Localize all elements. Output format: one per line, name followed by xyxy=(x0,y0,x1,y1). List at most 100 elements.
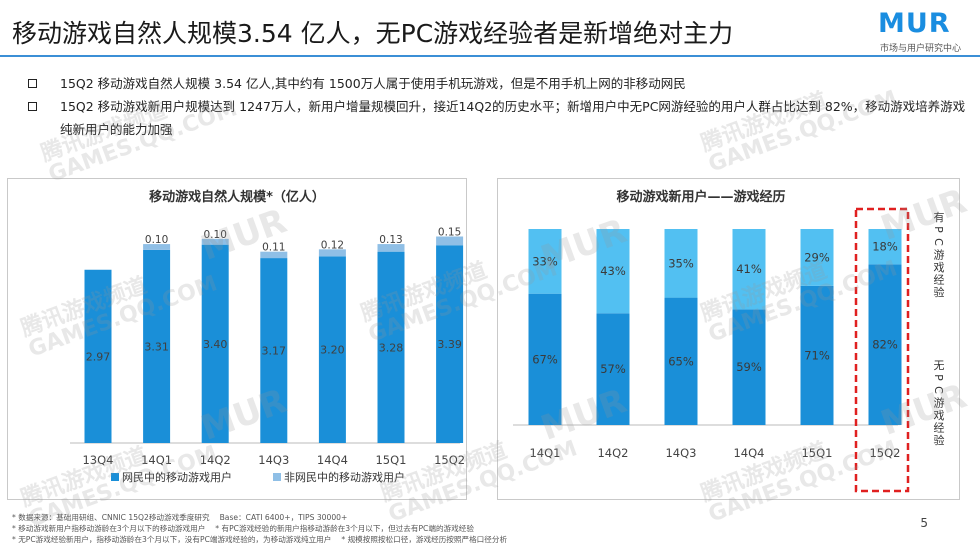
bar-segment-pc-experience xyxy=(596,229,630,314)
data-label: 18% xyxy=(872,240,898,254)
data-label: 2.97 xyxy=(86,350,111,363)
footnote-row: * 无PC游戏经验新用户，指移动游龄在3个月以下，没有PC端游戏经验的，为移动游… xyxy=(12,534,912,545)
data-label: 0.15 xyxy=(438,227,461,239)
legend-char: P xyxy=(932,374,945,381)
legend-char: 经 xyxy=(934,274,945,287)
square-bullet-icon xyxy=(28,79,37,88)
bar-segment-no-pc-experience xyxy=(800,285,834,425)
bullet-text: 15Q2 移动游戏自然人规模 3.54 亿人,其中约有 1500万人属于使用手机… xyxy=(60,76,686,91)
chart-panel-natural-scale: 移动游戏自然人规模*（亿人） 2.97 13Q4 3.31 0.10 14Q1 3.40 0.… xyxy=(7,178,467,500)
legend-char: C xyxy=(932,386,945,394)
data-label: 65% xyxy=(668,354,694,368)
bullet-list: 15Q2 移动游戏自然人规模 3.54 亿人,其中约有 1500万人属于使用手机… xyxy=(28,72,968,141)
legend-label-no-pc-experience: 无PC游戏经验 xyxy=(932,359,945,447)
data-label: 67% xyxy=(532,352,558,366)
legend-label-pc-experience: 有PC游戏经验 xyxy=(932,210,945,299)
bar-segment-internet-users xyxy=(84,269,112,443)
x-tick-label: 14Q3 xyxy=(665,446,696,460)
data-label: 3.28 xyxy=(379,341,404,354)
data-label: 35% xyxy=(668,256,694,270)
data-label: 0.12 xyxy=(321,239,344,251)
bar-segment-internet-users xyxy=(318,256,346,443)
bar-segment-no-pc-experience xyxy=(732,309,766,425)
legend-char: P xyxy=(932,226,945,233)
legend-label: 网民中的移动游戏用户 xyxy=(122,470,232,484)
x-tick-label: 14Q2 xyxy=(200,453,231,467)
legend-char: 验 xyxy=(934,433,945,447)
bar-segment-no-pc-experience xyxy=(528,293,562,425)
data-label: 3.17 xyxy=(262,345,287,358)
title-underline xyxy=(0,55,980,57)
bullet-item: 15Q2 移动游戏自然人规模 3.54 亿人,其中约有 1500万人属于使用手机… xyxy=(28,72,968,95)
page-number: 5 xyxy=(920,516,928,530)
bar-segment-no-pc-experience xyxy=(664,297,698,425)
chart-title: 移动游戏新用户——游戏经历 xyxy=(616,189,785,205)
data-label: 82% xyxy=(872,338,898,352)
legend-char: 无 xyxy=(934,359,945,372)
x-tick-label: 14Q1 xyxy=(529,446,560,460)
bar-segment-non-internet-users xyxy=(318,249,346,257)
data-label: 43% xyxy=(600,264,626,278)
data-label: 0.10 xyxy=(204,229,227,241)
x-tick-label: 14Q2 xyxy=(597,446,628,460)
highlight-box-15q2 xyxy=(854,207,910,493)
chart-title: 移动游戏自然人规模*（亿人） xyxy=(149,189,325,205)
legend-char: 经 xyxy=(934,422,945,435)
data-label: 41% xyxy=(736,262,762,276)
bar-segment-internet-users xyxy=(377,251,405,443)
bar-segment-no-pc-experience xyxy=(596,313,630,425)
chart-panel-new-users: 移动游戏新用户——游戏经历 67% 33% 14Q1 57% 43% 14Q2 65% 35% 1… xyxy=(497,178,960,500)
natural-scale-chart: 移动游戏自然人规模*（亿人） 2.97 13Q4 3.31 0.10 14Q1 3.40 0.… xyxy=(70,189,465,484)
bar-segment-non-internet-users xyxy=(436,236,464,246)
page-title: 移动游戏自然人规模3.54 亿人，无PC游戏经验者是新增绝对主力 xyxy=(12,19,734,48)
legend-char: 游 xyxy=(934,249,945,262)
data-label: 0.13 xyxy=(379,234,402,246)
footnote-text: * 数据来源：基础用研组、CNNIC 15Q2移动游戏季度研究 xyxy=(12,513,210,522)
legend-char: 戏 xyxy=(934,261,945,274)
logo-subtitle: 市场与用户研究中心 xyxy=(880,44,962,54)
legend-char: C xyxy=(932,238,945,246)
data-label: 3.39 xyxy=(437,338,462,351)
x-tick-label: 14Q4 xyxy=(317,453,348,467)
x-tick-label: 14Q1 xyxy=(141,453,172,467)
legend-char: 戏 xyxy=(934,409,945,422)
data-label: 57% xyxy=(600,362,626,376)
footnote-row: * 数据来源：基础用研组、CNNIC 15Q2移动游戏季度研究 Base：CATI… xyxy=(12,512,912,523)
x-tick-label: 14Q4 xyxy=(733,446,764,460)
bar-segment-non-internet-users xyxy=(201,238,229,245)
bar-segment-pc-experience xyxy=(732,229,766,310)
bar-segment-internet-users xyxy=(201,244,229,443)
mur-logo: MUR 市场与用户研究中心 xyxy=(878,8,974,54)
footnotes: * 数据来源：基础用研组、CNNIC 15Q2移动游戏季度研究 Base：CATI… xyxy=(12,512,912,545)
bar-segment-non-internet-users xyxy=(143,244,171,250)
square-bullet-icon xyxy=(28,102,37,111)
bullet-text: 15Q2 移动游戏新用户规模达到 1247万人，新用户增量规模回升，接近14Q2… xyxy=(60,99,966,137)
bar-segment-internet-users xyxy=(260,258,288,443)
new-users-chart: 移动游戏新用户——游戏经历 67% 33% 14Q1 57% 43% 14Q2 65% 35% 1… xyxy=(513,189,945,493)
legend-char: 验 xyxy=(934,285,945,299)
x-tick-label: 15Q1 xyxy=(801,446,832,460)
data-label: 0.10 xyxy=(145,234,168,246)
x-tick-label: 15Q1 xyxy=(375,453,406,467)
data-label: 3.20 xyxy=(320,344,345,357)
bar-segment-internet-users xyxy=(143,249,171,443)
footnote-text: * 规模按照按松口径，游戏经历按照严格口径分析 xyxy=(341,535,508,544)
data-label: 3.40 xyxy=(203,338,228,351)
bar-segment-pc-experience xyxy=(664,229,698,298)
bar-segment-pc-experience xyxy=(868,229,902,265)
x-tick-label: 15Q2 xyxy=(434,453,465,467)
footnote-text: Base：CATI 6400+，TIPS 30000+ xyxy=(219,513,348,522)
bar-segment-no-pc-experience xyxy=(868,264,902,425)
bar-segment-non-internet-users xyxy=(260,251,288,259)
footnote-row: * 移动游戏新用户指移动游龄在3个月以下的移动游戏用户 * 有PC游戏经验的新用户… xyxy=(12,523,912,534)
legend-char: 有 xyxy=(934,210,945,224)
legend-label: 非网民中的移动游戏用户 xyxy=(284,470,405,484)
legend-swatch xyxy=(273,473,281,481)
footnote-text: * 有PC游戏经验的新用户指移动游龄在3个月以下，但过去有PC端的游戏经验 xyxy=(215,524,474,533)
logo-wordmark: MUR xyxy=(878,8,951,39)
data-label: 3.31 xyxy=(144,340,169,353)
data-label: 71% xyxy=(804,348,830,362)
data-label: 0.11 xyxy=(262,242,285,254)
footnote-text: * 移动游戏新用户指移动游龄在3个月以下的移动游戏用户 xyxy=(12,524,206,533)
bar-segment-pc-experience xyxy=(528,229,562,294)
